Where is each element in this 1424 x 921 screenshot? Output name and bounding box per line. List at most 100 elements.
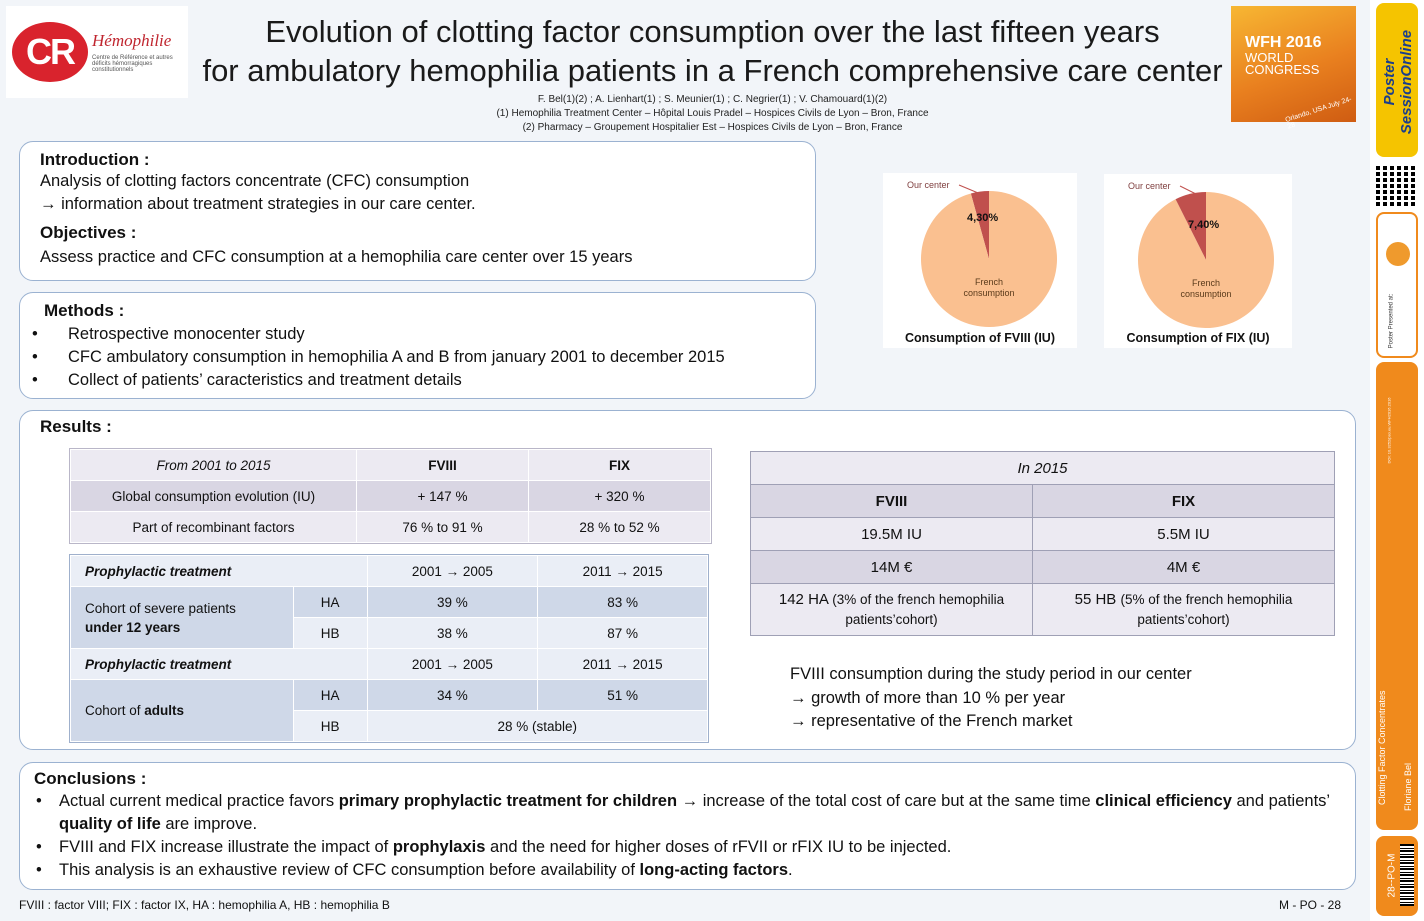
authors-block: F. Bel(1)(2) ; A. Lienhart(1) ; S. Meuni… [200, 93, 1225, 135]
fix-pie-chart: Our center 7,40% French consumption Consump… [1104, 174, 1292, 348]
methods-box: Methods : Retrospective monocenter study… [19, 292, 816, 399]
conclusion-item: This analysis is an exhaustive review of… [34, 859, 1341, 882]
table-cell: Global consumption evolution (IU) [70, 480, 357, 512]
conclusions-box: Conclusions : Actual current medical pra… [19, 762, 1356, 890]
table-cell: + 147 % [356, 480, 529, 512]
methods-list: Retrospective monocenter study CFC ambul… [32, 323, 791, 392]
table-header-cell: Prophylactic treatment [70, 648, 368, 680]
sidebar-author: Floriane Bel [1403, 762, 1413, 811]
table-row: Part of recombinant factors 76 % to 91 %… [70, 511, 711, 543]
poster: CR Hémophilie Centre de Référence et aut… [0, 0, 1370, 921]
table-header-cell: 2011 → 2015 [537, 648, 708, 680]
pie-leader-line [1179, 185, 1201, 197]
wfh-congress-logo: WFH 2016 WORLD CONGRESS Orlando, USA Jul… [1231, 6, 1356, 131]
methods-item: Collect of patients’ caracteristics and … [32, 369, 791, 392]
table-row: Cohort of severe patients under 12 years… [70, 586, 708, 649]
affiliation-2: (2) Pharmacy – Groupement Hospitalier Es… [522, 122, 903, 133]
pie-label-our-center: Our center [907, 180, 950, 190]
table-header-cell: 2001 → 2005 [366, 555, 539, 587]
table-cell: 34 % [366, 679, 539, 711]
affiliation-1: (1) Hemophilia Treatment Center – Hôpita… [496, 108, 929, 119]
table-header-cell: Prophylactic treatment [70, 555, 368, 587]
barcode-icon [1400, 844, 1414, 906]
table-cell: HA [292, 679, 368, 711]
table-cell: 28 % to 52 % [528, 511, 711, 543]
year-2015-table: In 2015 FVIII FIX 19.5M IU 5.5M IU 14M €… [750, 451, 1335, 636]
pie-slice-our-center [970, 191, 989, 259]
table-cell: HA [292, 586, 368, 618]
table-row: Cohort of adults HA 34 % 51 % [70, 679, 708, 742]
conclusion-item: Actual current medical practice favors p… [34, 790, 1341, 836]
table-cell: 83 % [537, 586, 708, 618]
children-cohort-label: Cohort of severe patients under 12 years [70, 586, 294, 649]
conclusions-heading: Conclusions : [34, 769, 147, 788]
table-cell: 51 % [537, 679, 708, 711]
introduction-line-2: → information about treatment strategies… [40, 195, 476, 213]
consumption-evolution-table: From 2001 to 2015 FVIII FIX Global consu… [69, 448, 712, 544]
sidebar-code-block: 28--PO-M [1376, 836, 1418, 916]
introduction-box: Introduction : Analysis of clotting fact… [19, 141, 816, 281]
table-header-row: Prophylactic treatment 2001 → 2005 2011 … [70, 648, 708, 680]
table-row: Global consumption evolution (IU) + 147 … [70, 480, 711, 512]
poster-code: M - PO - 28 [1279, 898, 1342, 912]
cr-logo-subtitle: Centre de Référence et autres déficits h… [92, 55, 173, 73]
abbreviations-footnote: FVIII : factor VIII; FIX : factor IX, HA… [19, 898, 390, 912]
pie-label-french: French [1192, 278, 1220, 288]
introduction-heading: Introduction : [40, 150, 150, 169]
results-box: Results : From 2001 to 2015 FVIII FIX Gl… [19, 410, 1356, 750]
table-header-row: Prophylactic treatment 2001 → 2005 2011 … [70, 555, 708, 587]
table-cell: 5.5M IU [1032, 517, 1335, 551]
pie-leader-line [958, 184, 984, 196]
pie-value-label: 7,40% [1188, 219, 1219, 231]
table-row: 14M € 4M € [750, 550, 1335, 584]
objectives-text: Assess practice and CFC consumption at a… [40, 248, 633, 266]
table-row: HB 28 % (stable) [71, 710, 709, 742]
fviii-pie-chart: Our center 4,30% French consumption Consump… [883, 173, 1077, 348]
table-cell: 142 HA (3% of the french hemophilia pati… [750, 583, 1033, 636]
conclusion-item: FVIII and FIX increase illustrate the im… [34, 836, 1341, 859]
doi-label[interactable]: DOI: 10.3252/pso.eu.WFH2016.2016 [1386, 397, 1392, 464]
pie-slice-french [921, 191, 1057, 327]
table-cell: HB [292, 710, 368, 742]
pie-label-french: French [975, 277, 1003, 287]
pie-slice-french [1138, 192, 1274, 328]
fviii-pie-title: Consumption of FVIII (IU) [905, 331, 1055, 345]
table-header-row: From 2001 to 2015 FVIII FIX [70, 449, 711, 481]
fviii-consumption-note: FVIII consumption during the study perio… [790, 665, 1192, 730]
wfh-mini-logo-icon [1386, 242, 1410, 266]
poster-session-sidebar: Poster SessionOnline Poster Presented at… [1370, 0, 1424, 921]
conclusions-list: Actual current medical practice favors p… [34, 790, 1341, 882]
fix-pie-title: Consumption of FIX (IU) [1126, 331, 1270, 345]
table-cell: 4M € [1032, 550, 1335, 584]
table-header-cell: FIX [1032, 484, 1335, 518]
methods-item: Retrospective monocenter study [32, 323, 791, 346]
table-row: 19.5M IU 5.5M IU [750, 517, 1335, 551]
table-cell: 87 % [537, 617, 708, 649]
adults-cohort-label: Cohort of adults [70, 679, 294, 742]
table-title-cell: In 2015 [750, 451, 1335, 485]
cr-logo-text: Hémophilie [92, 31, 172, 50]
qr-code-icon[interactable] [1376, 164, 1418, 206]
table-header-cell: 2011 → 2015 [537, 555, 708, 587]
table-header-cell: FVIII [356, 449, 529, 481]
table-cell: 14M € [750, 550, 1033, 584]
presented-at-badge: Poster Presented at: [1376, 212, 1418, 358]
methods-heading: Methods : [44, 301, 125, 320]
pie-label-french: consumption [963, 288, 1014, 298]
sidebar-poster-title: Clotting Factor Concentrates [1377, 690, 1387, 805]
table-header-row: FVIII FIX [750, 484, 1335, 518]
table-header-cell: FIX [528, 449, 711, 481]
table-header-cell: 2001 → 2005 [366, 648, 539, 680]
table-cell: Part of recombinant factors [70, 511, 357, 543]
table-cell: 76 % to 91 % [356, 511, 529, 543]
table-header-cell: FVIII [750, 484, 1033, 518]
poster-session-online-logo[interactable]: Poster SessionOnline [1376, 3, 1418, 157]
table-row: 142 HA (3% of the french hemophilia pati… [750, 583, 1335, 636]
table-header-cell: From 2001 to 2015 [70, 449, 357, 481]
pie-label-french: consumption [1180, 289, 1231, 299]
pie-label-our-center: Our center [1128, 181, 1171, 191]
poster-title: Evolution of clotting factor consumption… [202, 14, 1223, 88]
table-cell: 38 % [366, 617, 539, 649]
